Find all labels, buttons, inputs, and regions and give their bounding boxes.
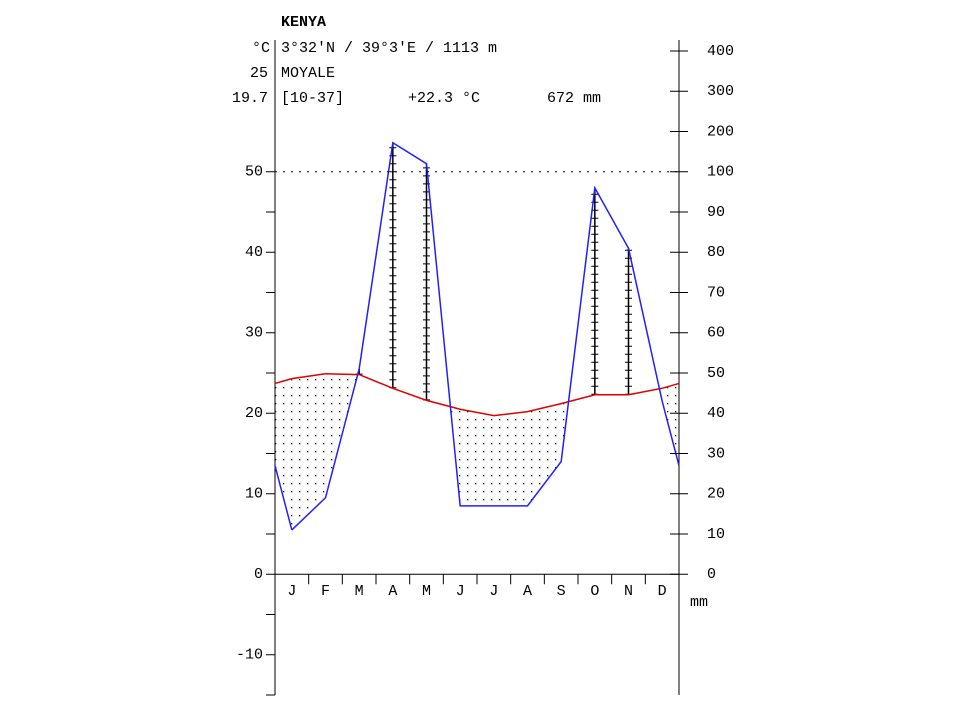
y2-tick-label: 60 bbox=[707, 325, 725, 342]
x-tick-label: O bbox=[590, 583, 599, 600]
annual-precip: 672 mm bbox=[547, 90, 601, 107]
x-tick-label: S bbox=[557, 583, 566, 600]
y2-tick-label: 400 bbox=[707, 43, 734, 60]
y-tick-label: 50 bbox=[245, 164, 263, 181]
dry-dots bbox=[275, 373, 679, 530]
y2-tick-label: 200 bbox=[707, 123, 734, 140]
y2-tick-label: 100 bbox=[707, 164, 734, 181]
x-tick-label: F bbox=[321, 583, 330, 600]
temperature-line bbox=[291, 373, 663, 417]
y-tick-label: 10 bbox=[245, 486, 263, 503]
station: MOYALE bbox=[281, 65, 335, 82]
period: [10-37] bbox=[281, 90, 344, 107]
x-tick-label: A bbox=[388, 583, 397, 600]
y2-tick-label: 0 bbox=[707, 566, 716, 583]
x-tick-label: J bbox=[287, 583, 296, 600]
y2-tick-label: 50 bbox=[707, 365, 725, 382]
x-tick-label: M bbox=[422, 583, 431, 600]
temp-years: 25 bbox=[250, 65, 268, 82]
y2-axis-label: mm bbox=[690, 594, 708, 611]
chart-title: KENYA bbox=[281, 14, 326, 31]
y-tick-label: 30 bbox=[245, 325, 263, 342]
y-axis-label: °C bbox=[252, 40, 270, 57]
temperature-edge bbox=[274, 377, 293, 385]
precipitation-edge bbox=[661, 400, 680, 466]
x-tick-label: J bbox=[489, 583, 498, 600]
y-tick-label: 20 bbox=[245, 405, 263, 422]
y2-tick-label: 40 bbox=[707, 405, 725, 422]
x-tick-label: A bbox=[523, 583, 532, 600]
mean-temp: +22.3 °C bbox=[408, 90, 480, 107]
y-tick-label: 0 bbox=[254, 566, 263, 583]
precipitation-line bbox=[291, 141, 663, 531]
dry-area bbox=[275, 373, 679, 530]
y2-tick-label: 300 bbox=[707, 83, 734, 100]
y2-tick-label: 20 bbox=[707, 486, 725, 503]
y-tick-label: -10 bbox=[236, 647, 263, 664]
x-tick-label: N bbox=[624, 583, 633, 600]
temperature-edge bbox=[661, 382, 680, 390]
y2-tick-label: 30 bbox=[707, 445, 725, 462]
x-tick-label: J bbox=[456, 583, 465, 600]
precipitation-edge bbox=[274, 465, 293, 531]
x-tick-label: M bbox=[355, 583, 364, 600]
y2-tick-label: 80 bbox=[707, 244, 725, 261]
x-tick-label: D bbox=[658, 583, 667, 600]
subtitle: 3°32'N / 39°3'E / 1113 m bbox=[281, 40, 497, 57]
dry-area bbox=[275, 373, 679, 530]
y2-tick-label: 90 bbox=[707, 204, 725, 221]
precip-years: 19.7 bbox=[232, 90, 268, 107]
y2-tick-label: 10 bbox=[707, 526, 725, 543]
y-tick-label: 40 bbox=[245, 244, 263, 261]
y2-tick-label: 70 bbox=[707, 284, 725, 301]
